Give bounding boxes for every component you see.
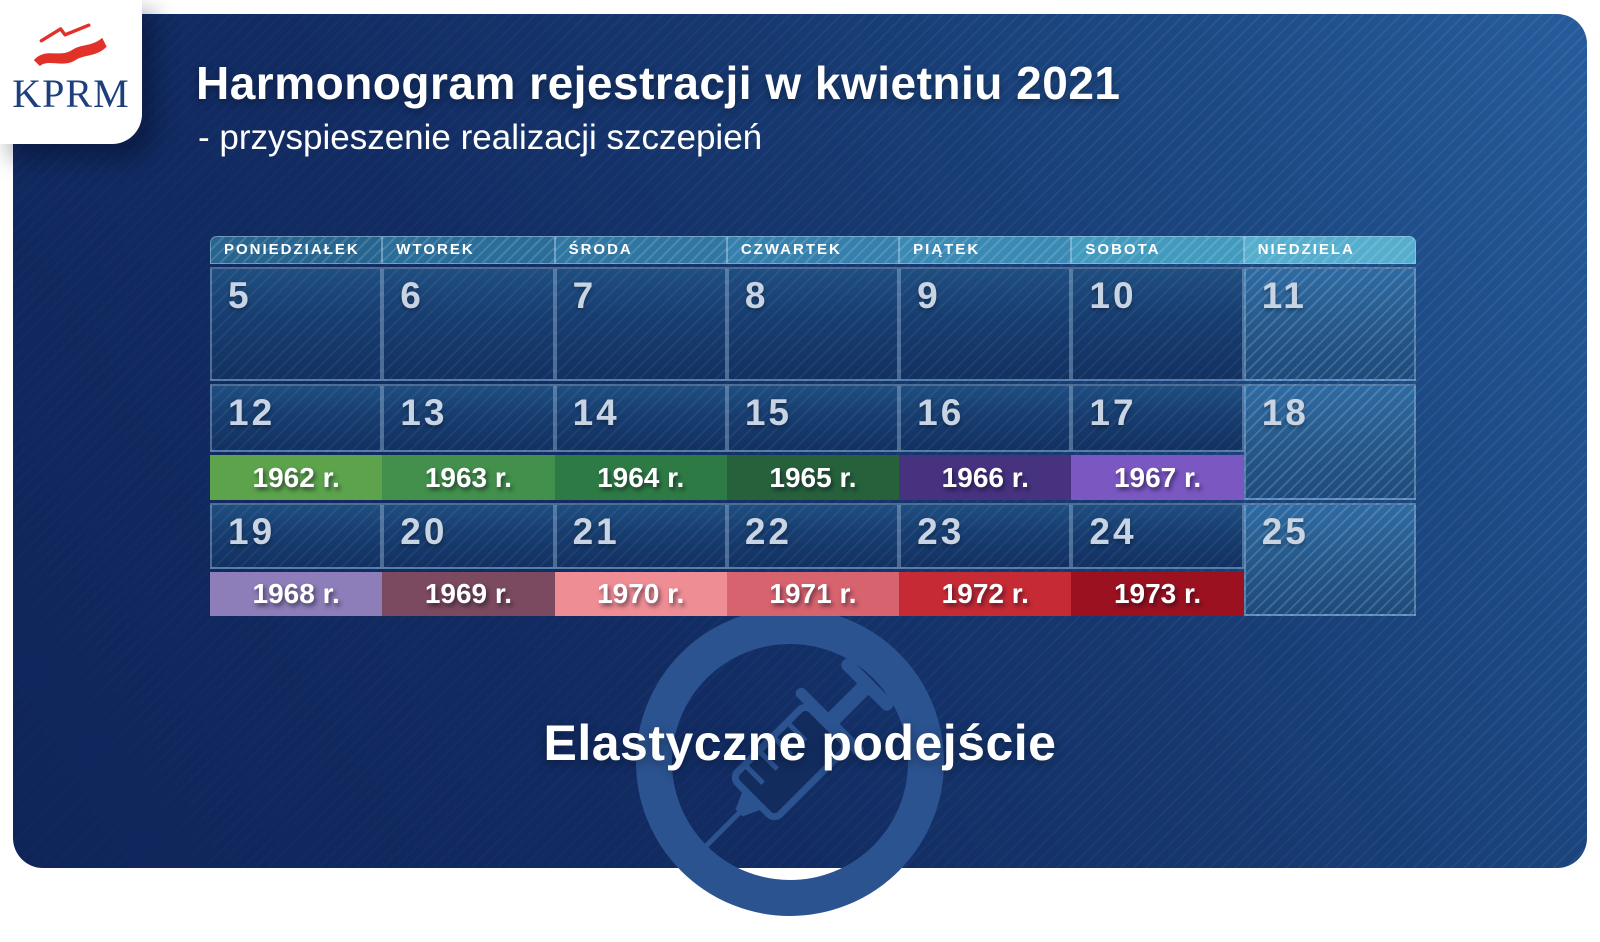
day-number: 11 — [1261, 275, 1307, 316]
day-cell-12: 12 — [210, 384, 383, 452]
day-number: 7 — [572, 275, 597, 316]
page-subtitle: - przyspieszenie realizacji szczepień — [198, 118, 763, 157]
year-band-1966: 1966 r. — [899, 455, 1072, 500]
year-band-1964: 1964 r. — [554, 455, 727, 500]
year-band-1973: 1973 r. — [1071, 572, 1244, 616]
calendar-header-tuesday: WTOREK — [382, 236, 555, 264]
day-cell-5: 5 — [210, 267, 383, 381]
day-cell-7: 7 — [554, 267, 727, 381]
day-cell-19: 19 — [210, 503, 383, 569]
day-number: 23 — [917, 511, 965, 552]
calendar-header-saturday: SOBOTA — [1071, 236, 1244, 264]
year-band-1963: 1963 r. — [382, 455, 555, 500]
day-number: 19 — [228, 511, 276, 552]
day-number: 21 — [572, 511, 620, 552]
year-band-1962: 1962 r. — [210, 455, 383, 500]
page-title: Harmonogram rejestracji w kwietniu 2021 — [196, 57, 1121, 109]
kprm-logo: KPRM — [0, 0, 142, 144]
day-number: 16 — [917, 392, 965, 433]
year-band-1968: 1968 r. — [210, 572, 383, 616]
day-cell-15: 15 — [726, 384, 900, 452]
year-band-1965: 1965 r. — [726, 455, 900, 500]
day-number: 6 — [400, 275, 424, 316]
day-number: 18 — [1261, 392, 1309, 433]
day-number: 14 — [572, 392, 620, 433]
day-number: 22 — [744, 511, 792, 552]
title-block: Harmonogram rejestracji w kwietniu 2021 … — [196, 56, 1121, 158]
day-number: 17 — [1089, 392, 1137, 433]
footer-caption: Elastyczne podejście — [543, 715, 1057, 771]
day-cell-11: 11 — [1243, 267, 1416, 381]
day-number: 5 — [228, 275, 252, 316]
day-number: 12 — [228, 392, 276, 433]
day-cell-17: 17 — [1071, 384, 1244, 452]
day-cell-9: 9 — [899, 267, 1072, 381]
year-band-1967: 1967 r. — [1071, 455, 1244, 500]
year-band-1972: 1972 r. — [899, 572, 1072, 616]
day-cell-25: 25 — [1243, 503, 1416, 616]
day-cell-18: 18 — [1243, 384, 1416, 500]
calendar-header-sunday: NIEDZIELA — [1243, 236, 1416, 264]
kprm-logo-text: KPRM — [12, 71, 130, 116]
day-number: 8 — [744, 275, 769, 316]
day-cell-14: 14 — [554, 384, 727, 452]
year-band-1971: 1971 r. — [726, 572, 900, 616]
syringe-watermark-icon — [636, 608, 944, 916]
day-cell-6: 6 — [382, 267, 555, 381]
calendar-table: PONIEDZIAŁEK WTOREK ŚRODA CZWARTEK PIĄTE… — [210, 236, 1416, 616]
day-cell-21: 21 — [554, 503, 727, 569]
calendar-header-friday: PIĄTEK — [899, 236, 1072, 264]
day-cell-10: 10 — [1071, 267, 1244, 381]
day-number: 9 — [917, 275, 941, 316]
day-cell-13: 13 — [382, 384, 555, 452]
day-number: 13 — [400, 392, 448, 433]
day-cell-20: 20 — [382, 503, 555, 569]
day-cell-24: 24 — [1071, 503, 1244, 569]
year-band-1970: 1970 r. — [554, 572, 727, 616]
day-cell-22: 22 — [726, 503, 900, 569]
day-cell-8: 8 — [726, 267, 900, 381]
day-number: 24 — [1089, 511, 1137, 552]
calendar-header-wednesday: ŚRODA — [554, 236, 727, 264]
day-number: 25 — [1261, 511, 1309, 552]
calendar-header-monday: PONIEDZIAŁEK — [210, 236, 383, 264]
year-band-1969: 1969 r. — [382, 572, 555, 616]
polish-flag-icon — [33, 23, 107, 67]
day-number: 10 — [1089, 275, 1137, 316]
day-number: 20 — [400, 511, 448, 552]
day-cell-16: 16 — [899, 384, 1072, 452]
day-number: 15 — [744, 392, 792, 433]
calendar-header-thursday: CZWARTEK — [726, 236, 900, 264]
day-cell-23: 23 — [899, 503, 1072, 569]
